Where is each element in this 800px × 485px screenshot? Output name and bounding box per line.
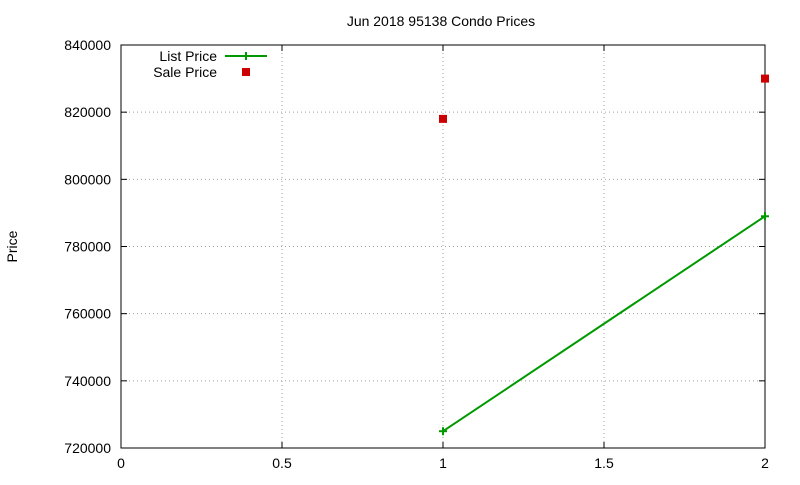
legend-cross-marker — [242, 52, 250, 60]
y-tick-label: 840000 — [64, 37, 111, 53]
y-tick-label: 760000 — [64, 306, 111, 322]
legend-square-marker — [242, 68, 250, 76]
y-tick-label: 720000 — [64, 440, 111, 456]
x-tick-label: 2 — [761, 455, 769, 471]
y-axis-label: Price — [4, 230, 20, 262]
y-tick-label: 740000 — [64, 373, 111, 389]
x-tick-label: 0.5 — [272, 455, 292, 471]
x-tick-label: 0 — [117, 455, 125, 471]
sale-price-point — [761, 74, 769, 83]
y-tick-label: 800000 — [64, 171, 111, 187]
sale-price-point — [439, 114, 447, 123]
list-price-point — [439, 427, 447, 436]
x-tick-label: 1 — [439, 455, 447, 471]
grid-layer — [121, 45, 765, 448]
y-tick-label: 820000 — [64, 104, 111, 120]
x-tick-label: 1.5 — [594, 455, 614, 471]
list-price-point — [761, 212, 769, 221]
y-tick-label: 780000 — [64, 239, 111, 255]
series-list-price — [439, 212, 769, 436]
chart-title: Jun 2018 95138 Condo Prices — [347, 13, 535, 29]
legend-label: List Price — [159, 48, 217, 64]
series-layer — [439, 74, 769, 436]
tick-layer: 0 0.5 1 1.5 2 720000 740000 760000 780000 800000 8… — [64, 37, 769, 471]
series-sale-price — [439, 74, 769, 123]
list-price-line — [442, 215, 766, 433]
legend-label: Sale Price — [153, 64, 217, 80]
